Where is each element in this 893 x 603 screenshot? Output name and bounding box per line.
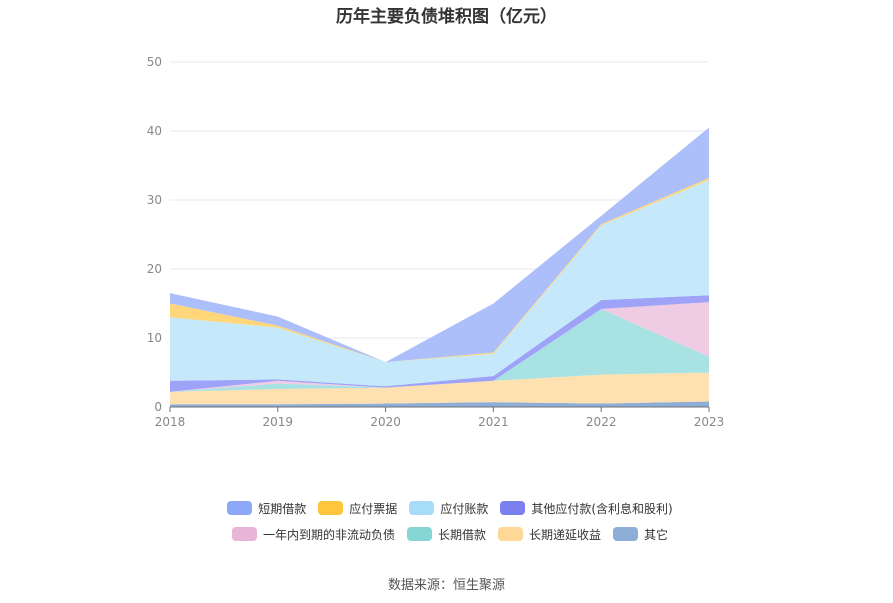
x-tick-label: 2023 bbox=[694, 415, 725, 429]
legend-label: 长期递延收益 bbox=[529, 527, 602, 542]
legend-swatch bbox=[318, 501, 344, 515]
legend-item[interactable]: 应付账款 bbox=[409, 500, 488, 517]
y-axis-labels: 0 10 20 30 40 50 bbox=[147, 55, 162, 414]
area-series bbox=[170, 127, 709, 407]
legend-row: 短期借款 应付票据 应付账款 其他应付款(含利息和股利) bbox=[150, 495, 750, 521]
y-tick-label: 10 bbox=[147, 331, 162, 345]
area-series-3 bbox=[170, 302, 709, 392]
legend-swatch bbox=[613, 527, 639, 541]
y-tick-label: 0 bbox=[154, 400, 162, 414]
area-series-4 bbox=[170, 295, 709, 392]
y-tick-label: 40 bbox=[147, 124, 162, 138]
legend-label: 短期借款 bbox=[258, 501, 307, 516]
legend-swatch bbox=[498, 527, 523, 541]
x-tick-label: 2021 bbox=[478, 415, 509, 429]
legend: 短期借款 应付票据 应付账款 其他应付款(含利息和股利) 一年内到期的非流动负债 长期借款… bbox=[150, 495, 750, 547]
area-series-0 bbox=[170, 401, 709, 407]
legend-item[interactable]: 应付票据 bbox=[318, 500, 397, 517]
legend-label: 应付票据 bbox=[349, 501, 398, 516]
stacked-area-chart: 0 10 20 30 40 50 2018 2019 2020 2021 2022 2023 bbox=[147, 55, 725, 429]
area-series-5 bbox=[170, 179, 709, 387]
legend-swatch bbox=[409, 501, 435, 515]
legend-label: 一年内到期的非流动负债 bbox=[262, 527, 395, 542]
legend-item[interactable]: 一年内到期的非流动负债 bbox=[231, 526, 395, 543]
y-tick-label: 50 bbox=[147, 55, 162, 69]
legend-swatch bbox=[500, 501, 526, 515]
legend-item[interactable]: 短期借款 bbox=[227, 500, 306, 517]
legend-swatch bbox=[231, 527, 257, 541]
x-tick-label: 2019 bbox=[263, 415, 294, 429]
x-tick-label: 2018 bbox=[155, 415, 186, 429]
data-source: 数据来源：恒生聚源 bbox=[387, 578, 505, 593]
legend-row: 一年内到期的非流动负债 长期借款 长期递延收益 其它 bbox=[150, 521, 750, 547]
area-series-1 bbox=[170, 372, 709, 405]
legend-item[interactable]: 其它 bbox=[613, 526, 668, 543]
legend-label: 其他应付款(含利息和股利) bbox=[531, 501, 673, 516]
legend-swatch bbox=[227, 501, 253, 515]
legend-label: 应付账款 bbox=[440, 501, 489, 516]
x-axis bbox=[169, 406, 710, 412]
x-axis-labels: 2018 2019 2020 2021 2022 2023 bbox=[155, 415, 725, 429]
y-tick-label: 20 bbox=[147, 262, 162, 276]
y-tick-label: 30 bbox=[147, 193, 162, 207]
legend-swatch bbox=[406, 527, 432, 541]
legend-item[interactable]: 长期借款 bbox=[406, 526, 486, 543]
legend-item[interactable]: 长期递延收益 bbox=[498, 526, 601, 543]
legend-item[interactable]: 其他应付款(含利息和股利) bbox=[500, 500, 673, 517]
legend-label: 长期借款 bbox=[437, 527, 486, 542]
chart-title: 历年主要负债堆积图（亿元） bbox=[336, 7, 557, 27]
legend-label: 其它 bbox=[644, 527, 669, 542]
x-tick-label: 2020 bbox=[370, 415, 401, 429]
area-series-2 bbox=[170, 309, 709, 392]
x-tick-label: 2022 bbox=[586, 415, 617, 429]
